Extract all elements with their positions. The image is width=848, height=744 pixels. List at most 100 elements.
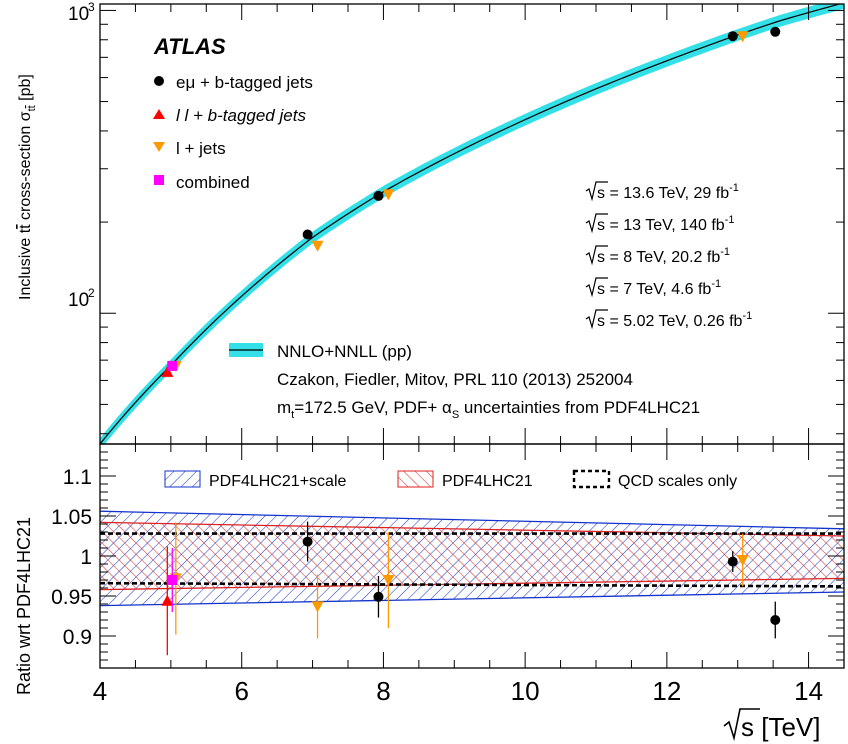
lumi-sqrt-symbol (585, 245, 608, 266)
ratio-point-triangle-up-0 (161, 594, 174, 606)
main-legend: eμ + b-tagged jets l l + b-tagged jets l… (153, 73, 313, 192)
lumi-label-1: s = 13 TeV, 140 fb-1 (585, 213, 734, 234)
ratio-point-triangle-down-3 (736, 555, 749, 566)
xtick-label: 12 (652, 676, 681, 706)
ratio-point-triangle-down-1 (311, 601, 324, 613)
ratio-ytick-label: 1.1 (63, 466, 92, 489)
ytick-1000-exp: 3 (88, 0, 95, 14)
ratio-ytick-label: 1.05 (51, 506, 92, 529)
main-ylabel-text: Inclusive tt cross-section σtt [pb] (17, 74, 38, 300)
ratio-point-triangle-down-2 (382, 575, 395, 586)
xlabel-text: s [TeV] (741, 712, 820, 742)
lumi-label-3: s = 7 TeV, 4.6 fb-1 (585, 277, 721, 298)
ratio-point-circle-2 (727, 556, 738, 567)
ratio-legend: PDF4LHC21+scale PDF4LHC21 QCD scales onl… (164, 469, 737, 490)
measurement-layer (161, 26, 781, 377)
ratio-legend-pdf-scale: PDF4LHC21+scale (164, 470, 347, 490)
legend-emu: eμ + b-tagged jets (154, 73, 313, 92)
legend-emu-marker (154, 76, 164, 86)
xtick-label: 4 (93, 676, 107, 706)
main-panel: 10 2 10 3 Inclusive tt cross-section σtt… (17, 0, 845, 445)
legend-ljets-marker (153, 142, 165, 152)
ratio-legend-pdf-label: PDF4LHC21 (442, 473, 533, 490)
lumi-label-0: s = 13.6 TeV, 29 fb-1 (585, 181, 739, 202)
legend-combined-label: combined (176, 173, 250, 192)
lumi-label-text: s = 7 TeV, 4.6 fb-1 (597, 278, 721, 298)
theory-legend: NNLO+NNLL (pp) Czakon, Fiedler, Mitov, P… (229, 342, 700, 421)
ratio-ytick-label: 0.95 (51, 586, 92, 609)
ratio-ylabel: Ratio wrt PDF4LHC21 (14, 517, 34, 695)
sqrt-symbol (723, 708, 760, 742)
ratio-ytick-label: 0.9 (63, 626, 92, 649)
ytick-label-1000: 10 3 (68, 0, 95, 25)
ratio-legend-pdf-scale-swatch (164, 470, 201, 488)
ratio-point-circle-3 (770, 615, 781, 625)
xlabel: s [TeV] (723, 708, 820, 742)
xtick-label: 10 (511, 676, 540, 706)
ratio-legend-qcd-swatch (572, 469, 611, 489)
legend-combined-marker (154, 175, 164, 185)
pdf-scale-band-lower (100, 591, 844, 607)
lumi-sqrt-symbol (585, 181, 608, 202)
ratio-legend-qcd-label: QCD scales only (618, 473, 737, 490)
xtick-labels: 4 6 8 10 12 14 (93, 676, 823, 706)
ratio-legend-pdf-swatch (397, 470, 434, 488)
main-point-circle-0 (302, 229, 313, 240)
lumi-sqrt-symbol (585, 277, 608, 298)
ratio-band-layer (100, 510, 844, 607)
legend-ll-marker (153, 109, 165, 119)
ratio-legend-qcd: QCD scales only (572, 469, 737, 490)
lumi-label-text: s = 13 TeV, 140 fb-1 (597, 214, 734, 234)
legend-ll-label: l l + b-tagged jets (176, 106, 306, 125)
ratio-legend-pdf-scale-label: PDF4LHC21+scale (209, 473, 347, 490)
atlas-label: ATLAS (153, 34, 226, 59)
ratio-ytick-labels: 0.9 0.95 1 1.05 1.1 (51, 466, 92, 649)
ratio-panel: 0.9 0.95 1 1.05 1.1 4 6 8 10 12 14 Ratio wrt PDF4… (14, 443, 845, 742)
ratio-legend-pdf: PDF4LHC21 (397, 470, 533, 490)
main-axis-ticks (99, 4, 845, 444)
main-point-triangle-down-2 (382, 189, 395, 201)
theory-band-layer (100, 4, 844, 444)
lumi-label-text: s = 13.6 TeV, 29 fb-1 (597, 182, 739, 202)
main-point-circle-1 (373, 190, 384, 201)
theory-reference: Czakon, Fiedler, Mitov, PRL 110 (2013) 2… (277, 370, 633, 389)
lumi-label-text: s = 5.02 TeV, 0.26 fb-1 (597, 310, 752, 330)
lumi-label-4: s = 5.02 TeV, 0.26 fb-1 (585, 309, 752, 330)
ratio-point-square-0 (167, 575, 178, 585)
theory-label: NNLO+NNLL (pp) (277, 342, 412, 361)
xtick-label: 6 (234, 676, 248, 706)
legend-combined: combined (154, 173, 250, 192)
qcd-band-lower (100, 581, 844, 588)
ytick-label-100: 10 2 (68, 286, 95, 311)
ratio-measurement-layer (161, 521, 781, 656)
ratio-point-circle-1 (373, 591, 384, 602)
theory-central-line (100, 4, 842, 444)
legend-ll: l l + b-tagged jets (153, 106, 306, 125)
ratio-axis-ticks (99, 443, 845, 669)
main-point-triangle-up-0 (161, 365, 174, 377)
main-point-circle-2 (727, 31, 738, 42)
ratio-ylabel-text: Ratio wrt PDF4LHC21 (14, 517, 34, 695)
legend-ljets-label: l + jets (176, 139, 226, 158)
legend-emu-label: eμ + b-tagged jets (176, 73, 313, 92)
xtick-label: 14 (794, 676, 823, 706)
lumi-sqrt-symbol (585, 213, 608, 234)
main-point-square-0 (167, 360, 178, 371)
ratio-point-circle-0 (302, 536, 313, 547)
theory-mass-line: mt=172.5 GeV, PDF+ αS uncertainties from… (277, 398, 700, 421)
ratio-ytick-label: 1 (80, 546, 92, 569)
legend-ljets: l + jets (153, 139, 226, 158)
lumi-label-text: s = 8 TeV, 20.2 fb-1 (597, 246, 730, 266)
main-point-circle-3 (770, 26, 781, 37)
xtick-label: 8 (376, 676, 390, 706)
ytick-100-exp: 2 (88, 286, 95, 300)
main-point-triangle-down-1 (311, 240, 324, 252)
main-point-triangle-down-3 (736, 31, 749, 43)
lumi-sqrt-symbol (585, 309, 608, 330)
lumi-labels: s = 13.6 TeV, 29 fb-1 s = 13 TeV, 140 fb-… (585, 181, 752, 330)
pdf-band (100, 522, 844, 590)
ytick-1000-base: 10 (68, 4, 89, 25)
ytick-100-base: 10 (68, 290, 89, 311)
lumi-label-2: s = 8 TeV, 20.2 fb-1 (585, 245, 730, 266)
